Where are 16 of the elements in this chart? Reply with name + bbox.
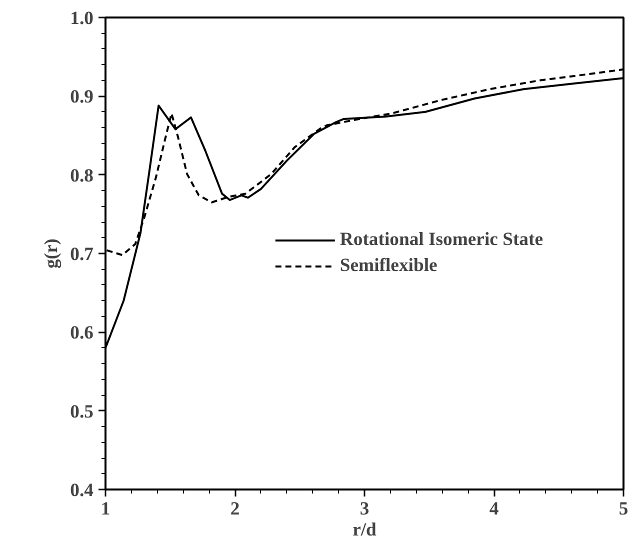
legend-label: Semiflexible: [340, 255, 438, 277]
x-tick-label: 2: [230, 498, 240, 520]
x-tick-label: 4: [489, 498, 499, 520]
x-tick-label: 3: [360, 498, 370, 520]
y-tick-label: 0.6: [70, 322, 94, 344]
y-tick-label: 0.5: [70, 401, 94, 422]
y-tick-label: 0.8: [70, 165, 94, 186]
y-tick-label: 0.7: [70, 244, 94, 265]
x-axis-title: r/d: [352, 520, 378, 540]
y-tick-label: 0.9: [70, 86, 94, 108]
y-tick-label: 1.0: [70, 8, 94, 29]
y-axis-title: g(r): [41, 238, 62, 269]
y-tick-label: 0.4: [70, 480, 94, 501]
x-tick-label: 1: [100, 498, 110, 520]
x-tick-label: 5: [618, 498, 628, 520]
legend-label: Rotational Isomeric State: [340, 229, 543, 251]
